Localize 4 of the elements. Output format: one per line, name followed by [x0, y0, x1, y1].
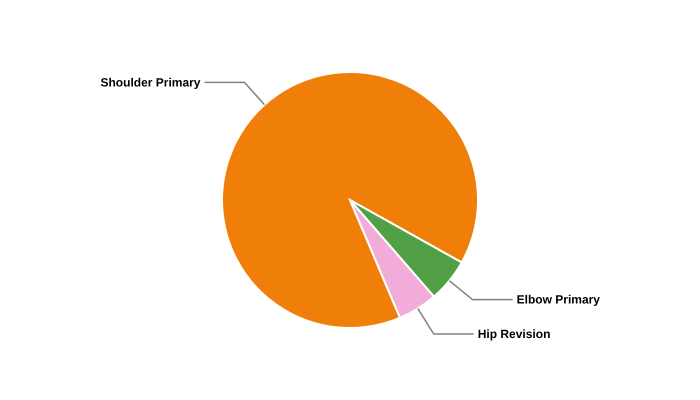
slice-label: Elbow Primary — [516, 292, 600, 307]
slice-label: Shoulder Primary — [100, 75, 201, 90]
slice-label: Hip Revision — [478, 326, 550, 341]
pie-slice — [221, 71, 479, 329]
